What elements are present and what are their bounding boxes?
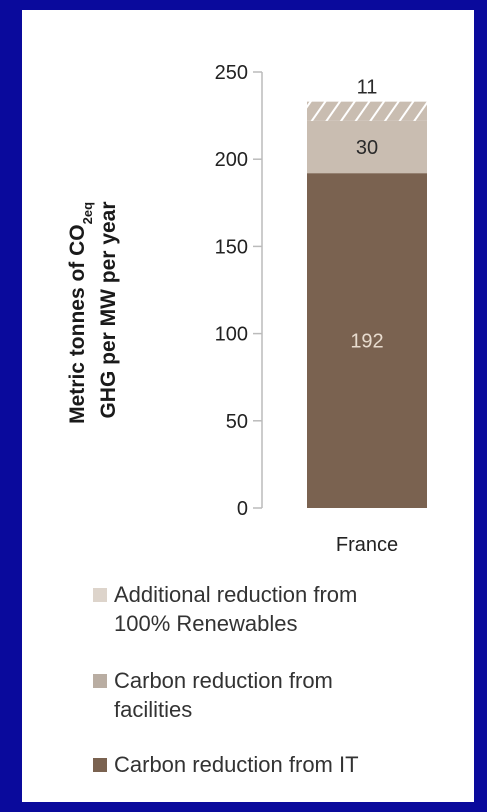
legend-swatch-renewables bbox=[93, 588, 107, 602]
legend-item-facilities: Carbon reduction from facilities bbox=[93, 666, 333, 724]
bar-segment-0 bbox=[307, 173, 427, 509]
legend-label: 100% Renewables bbox=[114, 611, 298, 636]
y-tick-label: 250 bbox=[215, 62, 248, 84]
y-tick-label: 50 bbox=[226, 411, 248, 433]
stacked-bar-chart: Metric tonnes of CO2eq GHG per MW per ye… bbox=[66, 62, 427, 556]
legend-swatch-facilities bbox=[93, 674, 107, 688]
bar-segment-2 bbox=[307, 101, 427, 121]
chart-panel: Metric tonnes of CO2eq GHG per MW per ye… bbox=[22, 10, 474, 802]
legend-item-renewables: Additional reduction from 100% Renewable… bbox=[93, 580, 358, 638]
bar-segment-1 bbox=[307, 120, 427, 174]
legend-label: Additional reduction from bbox=[114, 582, 358, 607]
y-axis-label: Metric tonnes of CO2eq GHG per MW per ye… bbox=[66, 196, 120, 424]
y-tick-label: 0 bbox=[237, 498, 248, 520]
y-tick-label: 100 bbox=[215, 324, 248, 346]
data-label-1: 30 bbox=[356, 137, 378, 159]
legend-label: Carbon reduction from IT bbox=[114, 752, 359, 777]
legend-swatch-it bbox=[93, 758, 107, 772]
legend-label: Carbon reduction from bbox=[114, 668, 333, 693]
legend-item-it: Carbon reduction from IT bbox=[93, 750, 359, 779]
data-label-0: 192 bbox=[350, 331, 383, 353]
legend-label: facilities bbox=[114, 697, 193, 722]
x-category-label: France bbox=[336, 534, 398, 556]
y-tick-label: 200 bbox=[215, 149, 248, 171]
y-tick-label: 150 bbox=[215, 236, 248, 258]
data-label-2: 11 bbox=[357, 77, 378, 99]
